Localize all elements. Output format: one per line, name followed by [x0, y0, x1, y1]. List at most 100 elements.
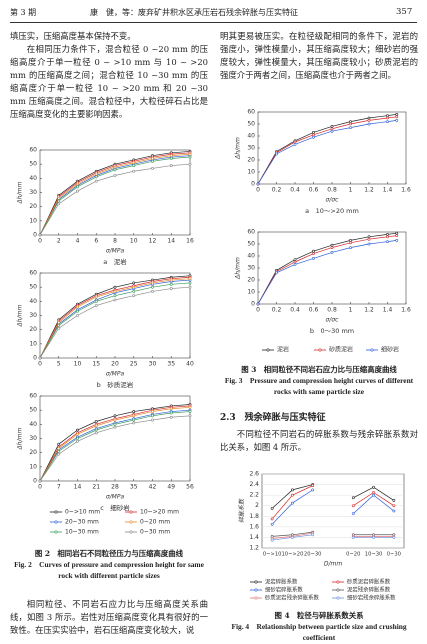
plot-frame [257, 111, 407, 185]
data-point [94, 431, 98, 435]
legend-label: 砂质泥岩碎胀系数 [347, 578, 391, 586]
data-point [330, 246, 334, 250]
y-tick-label: 30 [29, 312, 37, 319]
y-tick-label: 1.6 [249, 523, 259, 530]
data-point [94, 304, 98, 307]
data-point [367, 119, 371, 122]
data-point [151, 414, 154, 418]
data-point [57, 196, 61, 200]
data-point [169, 415, 173, 419]
y-tick-label: 1.8 [249, 513, 259, 520]
data-point [169, 154, 173, 158]
data-point [151, 167, 154, 170]
right-column-top: 明其更易被压实。在粒径级配相同的条件下，泥岩的强度小，弹性模量小，其压缩高度较大… [220, 30, 418, 82]
data-point [293, 262, 297, 266]
data-point [312, 135, 315, 139]
data-point [270, 538, 274, 542]
data-point [113, 425, 117, 429]
data-point [94, 295, 98, 299]
data-point [132, 281, 136, 285]
data-point [113, 290, 117, 293]
data-point [291, 536, 294, 539]
y-tick-label: 2 [255, 502, 259, 509]
data-point [76, 182, 79, 186]
data-point [386, 235, 389, 239]
legend-marker [129, 530, 133, 534]
data-point [270, 522, 274, 526]
figure-caption: 图 3 相同粒径不同岩石应力比与压缩高度曲线 Fig. 3 Pressure a… [220, 364, 418, 397]
x-tick-label: 25 [130, 361, 138, 368]
data-point [330, 125, 334, 128]
x-tick-label: 0~>10 [263, 552, 282, 558]
data-point [386, 232, 389, 236]
x-tick-label: 1.6 [401, 187, 411, 194]
data-point [76, 439, 79, 443]
data-point [151, 157, 154, 160]
x-tick-label: 0 [256, 307, 260, 314]
legend-marker [254, 596, 258, 600]
data-point [113, 414, 117, 418]
subplot-label: a 10～>20 mm [305, 207, 359, 215]
data-point [113, 294, 117, 298]
data-point [169, 278, 173, 282]
series-line [257, 235, 397, 305]
data-point [132, 161, 136, 165]
y-tick-label: 2.6 [249, 471, 259, 478]
data-point [132, 294, 136, 298]
data-point [132, 164, 136, 167]
data-point [367, 242, 371, 246]
data-point [349, 246, 352, 250]
data-point [169, 282, 173, 286]
data-point [395, 234, 399, 238]
y-tick-label: 2.2 [249, 492, 259, 499]
x-tick-label: 20 [111, 361, 119, 368]
data-point [395, 113, 399, 116]
data-point [372, 491, 375, 494]
legend-marker [318, 348, 322, 352]
data-point [351, 512, 355, 516]
data-point [57, 447, 61, 450]
x-tick-label: 35 [167, 361, 175, 368]
data-point [270, 517, 274, 521]
legend-marker [370, 348, 374, 352]
series-line [257, 232, 397, 305]
data-point [94, 428, 98, 432]
y-tick-label: 30 [247, 265, 255, 272]
data-point [169, 287, 173, 290]
header-rule [10, 22, 417, 23]
paragraph: 填压实，压缩高度基本保持不变。 [10, 31, 136, 41]
data-point [372, 536, 375, 539]
x-tick-label: 10 [74, 361, 82, 368]
x-tick-label: 1.2 [364, 307, 374, 314]
x-tick-label: 5 [57, 361, 61, 368]
x-tick-label: 1.2 [364, 187, 374, 194]
legend-label: 细砂岩碎胀系数 [265, 586, 303, 594]
subplot-label: b 0～30 mm [310, 327, 354, 335]
legend-label: 10~30 mm [65, 529, 99, 536]
right-column-middle: 不同粒径不同岩石的碎胀系数与残余碎胀系数对比关系，如图 4 所示。 [220, 428, 418, 454]
y-tick-label: 40 [247, 133, 255, 140]
data-point [293, 258, 297, 262]
y-tick-label: 20 [247, 277, 255, 284]
y-tick-label: 60 [29, 270, 37, 277]
x-axis-label: σ/MPa [106, 371, 125, 378]
data-point [312, 252, 315, 256]
figure-caption: 图 4 粒径与碎胀系数关系 Fig. 4 Relationship betwee… [220, 610, 418, 643]
series-line [353, 494, 395, 514]
data-point [188, 152, 192, 156]
x-tick-label: 20~30 [304, 552, 322, 558]
data-point [113, 168, 117, 172]
x-tick-label: 0.6 [309, 187, 319, 194]
data-point [151, 290, 154, 293]
data-point [57, 199, 61, 203]
data-point [38, 479, 42, 483]
x-axis-label: σ/MPa [106, 248, 125, 255]
data-point [113, 298, 117, 302]
series-line [257, 114, 397, 185]
data-point [392, 536, 396, 539]
data-point [57, 442, 61, 446]
legend-label: 泥岩碎胀系数 [265, 578, 298, 586]
caption-en: Fig. 3 Pressure and compression height c… [224, 376, 414, 396]
x-tick-label: 0.2 [272, 187, 282, 194]
